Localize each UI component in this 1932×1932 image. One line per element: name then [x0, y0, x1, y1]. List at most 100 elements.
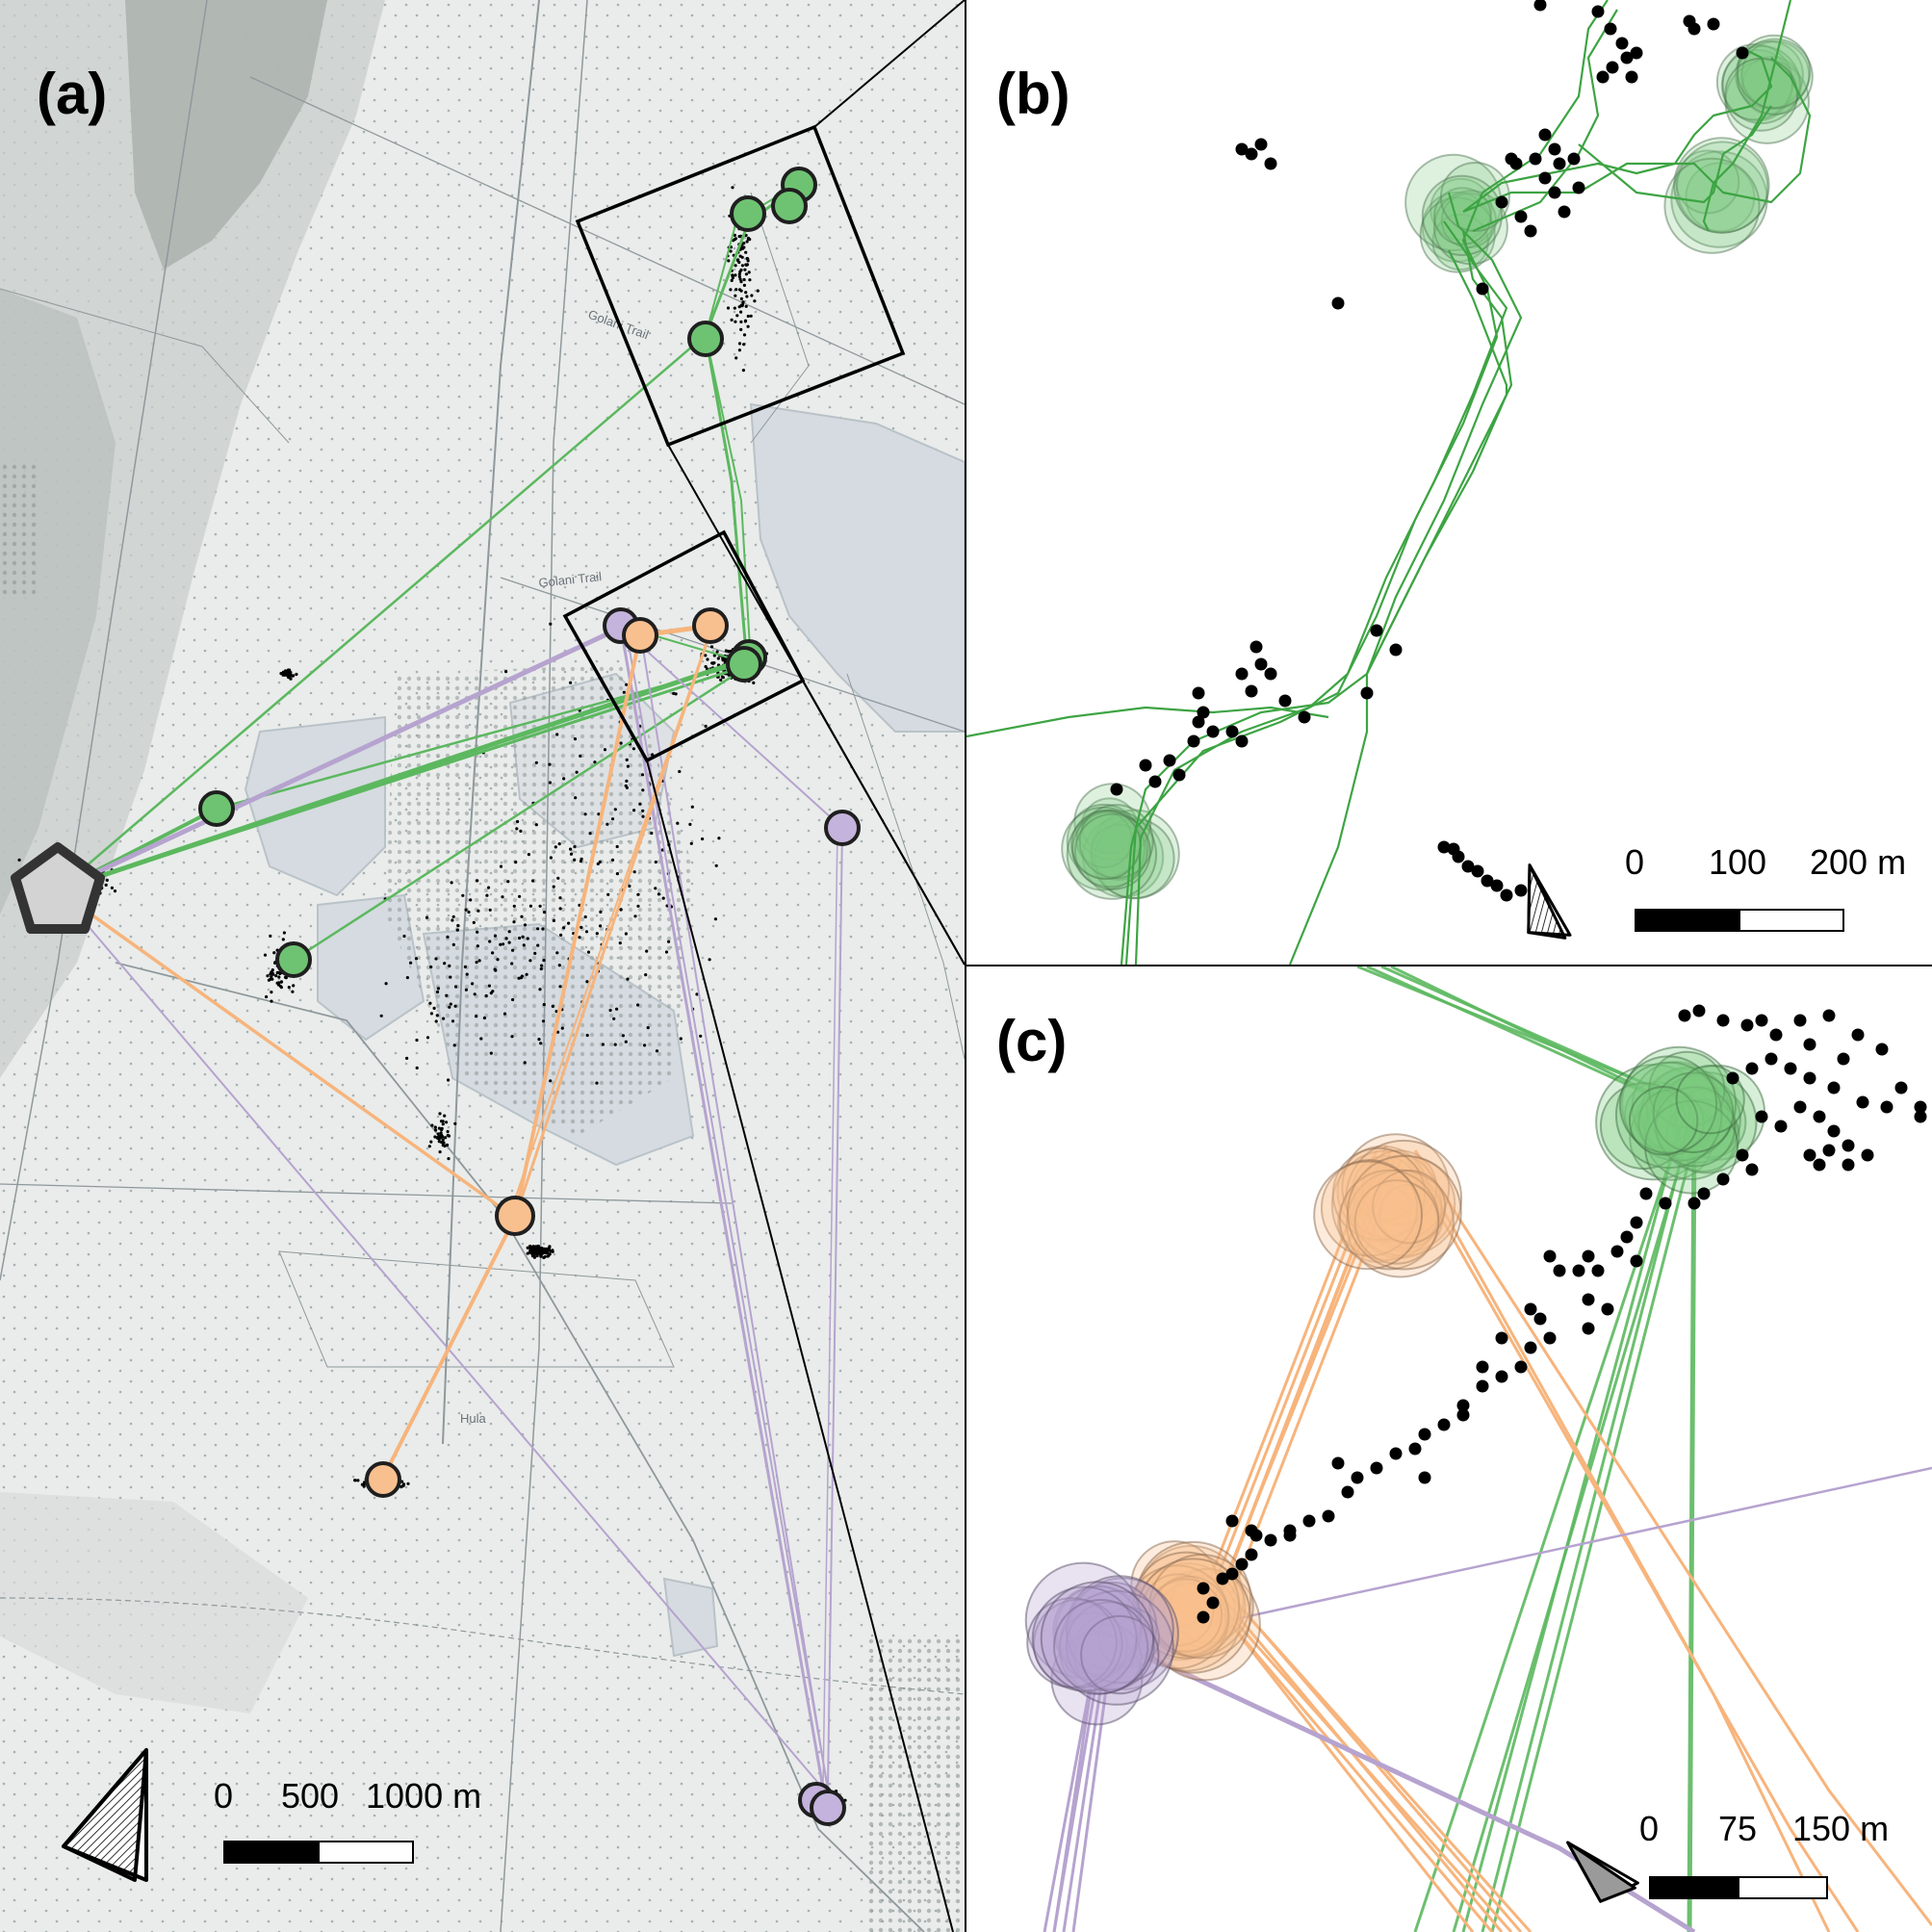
gps-fix — [740, 304, 744, 308]
gps-fix — [515, 827, 519, 831]
gps-fix — [744, 272, 749, 276]
gps-fix — [621, 1034, 626, 1038]
gps-fix — [712, 654, 716, 657]
village-label: Hula — [460, 1411, 487, 1426]
gps-fix — [288, 668, 292, 672]
gps-fix — [1678, 1009, 1691, 1022]
gps-fix — [443, 962, 447, 966]
gps-fix — [573, 845, 577, 849]
gps-fix — [1471, 864, 1484, 878]
gps-fix — [1736, 46, 1749, 60]
north-arrow-icon — [1566, 1841, 1639, 1903]
gps-fix — [1755, 1014, 1768, 1027]
gps-fix — [538, 904, 542, 908]
home-range-blob — [1065, 1601, 1155, 1691]
fishpond-5 — [662, 1577, 719, 1658]
gps-fix — [745, 263, 750, 267]
gps-fix — [674, 692, 678, 696]
gps-fix — [1591, 5, 1605, 18]
gps-fix — [737, 305, 741, 309]
gps-fix — [1235, 667, 1249, 681]
gps-fix — [477, 909, 480, 913]
gps-fix — [438, 1150, 442, 1154]
gps-fix — [739, 289, 743, 293]
home-range-blob — [1347, 1154, 1462, 1271]
gps-fix — [646, 1026, 650, 1030]
purple-tracks — [55, 625, 843, 1791]
gps-fix — [585, 1033, 589, 1038]
gps-fix — [1524, 1302, 1537, 1316]
gps-fix — [641, 809, 645, 812]
gps-fix — [738, 277, 742, 281]
gps-fix — [270, 971, 274, 975]
gps-fix — [1370, 624, 1383, 637]
gps-fix — [274, 974, 278, 978]
gps-fix — [1163, 754, 1176, 767]
gps-fix — [488, 940, 492, 943]
gps-fix — [1687, 1197, 1701, 1210]
gps-fix — [1755, 1110, 1768, 1123]
gps-fix — [583, 812, 587, 816]
gps-fix — [482, 1016, 486, 1020]
scale-bar-icon — [1649, 1876, 1828, 1899]
gps-fix — [295, 672, 298, 677]
gps-fix — [518, 936, 522, 940]
gps-fix — [1245, 1548, 1258, 1561]
home-range-blob — [1372, 1170, 1447, 1244]
home-range-blob — [1673, 137, 1770, 234]
gps-fix — [1538, 128, 1552, 142]
gps-fix — [624, 784, 628, 787]
gps-fix — [449, 1002, 452, 1006]
gps-fix — [719, 678, 723, 683]
home-range-blob — [1320, 1159, 1419, 1257]
gps-fix — [475, 961, 478, 965]
gps-fix — [447, 1157, 451, 1161]
gps-fix — [451, 918, 454, 922]
panel-label-a: (a) — [37, 62, 107, 126]
home-range-blob — [1061, 806, 1146, 891]
gps-fix — [1630, 1254, 1643, 1268]
gps-fix — [446, 1143, 450, 1147]
gps-fix — [1172, 768, 1186, 782]
gps-fix — [548, 762, 552, 766]
north-arrow-icon — [62, 1748, 148, 1882]
gps-fix — [714, 863, 718, 867]
gps-fix — [1514, 210, 1528, 223]
gps-fix — [1880, 1100, 1893, 1114]
gps-fix — [542, 911, 547, 914]
gps-fix — [586, 950, 591, 954]
gps-fix — [1601, 1302, 1614, 1316]
gps-fix — [556, 876, 560, 880]
gps-fix — [436, 987, 440, 991]
gps-fix — [1822, 1009, 1836, 1022]
gps-fix — [593, 760, 597, 764]
panel-label-b: (b) — [996, 62, 1070, 126]
gps-fix — [1726, 1071, 1739, 1085]
gps-fix — [448, 964, 451, 968]
purple-site — [810, 1790, 846, 1826]
gps-fix — [1842, 1158, 1855, 1172]
gps-fix — [287, 674, 291, 678]
gps-fix — [558, 907, 562, 911]
gps-fix — [567, 921, 571, 925]
gps-fix — [661, 896, 665, 900]
gps-fix — [1110, 783, 1123, 796]
gps-fix — [1875, 1043, 1889, 1056]
gps-fix — [292, 674, 296, 678]
gps-fix — [405, 976, 409, 980]
gps-fix — [619, 741, 623, 745]
gps-fix — [560, 1026, 564, 1030]
gps-fix — [549, 622, 553, 626]
gps-fix — [644, 973, 648, 977]
gps-fix — [1447, 842, 1460, 856]
orange-site — [495, 1196, 535, 1236]
gps-fix — [270, 968, 274, 972]
gps-fix — [465, 972, 469, 976]
gps-fix — [434, 1128, 438, 1132]
gps-fix — [356, 1479, 360, 1482]
gps-fix — [540, 964, 544, 967]
gps-fix — [730, 318, 734, 322]
gps-fix — [471, 982, 475, 986]
gps-fix — [1813, 1110, 1826, 1123]
gps-fix — [739, 310, 743, 314]
